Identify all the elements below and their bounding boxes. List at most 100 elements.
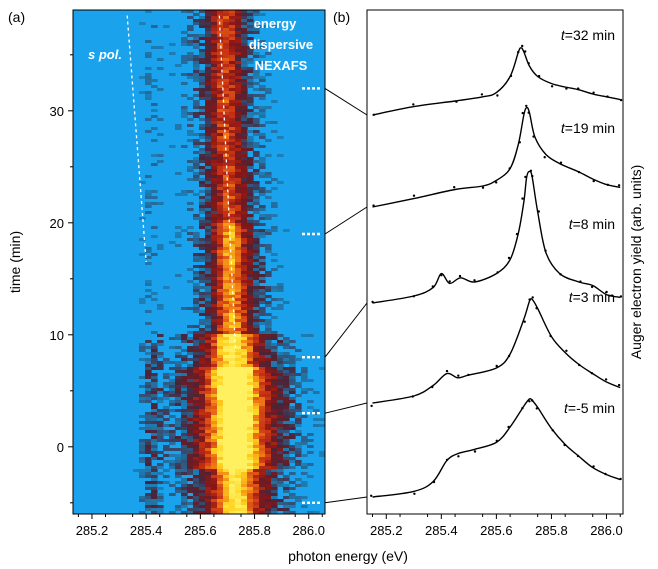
dashed-guides <box>126 15 237 352</box>
spectrum-point <box>480 93 484 96</box>
x-tick-label-a: 286.0 <box>292 523 325 538</box>
spectrum-point <box>551 429 554 432</box>
spectrum-point <box>619 98 623 102</box>
spectrum-point <box>592 91 595 94</box>
spectrum-point <box>515 232 519 236</box>
connector-line <box>324 206 368 235</box>
ticks-a: 285.2 285.4 285.6 285.8 286.0 0 10 20 30 <box>50 54 325 538</box>
spectrum-point <box>521 111 524 115</box>
panel-label-b: (b) <box>333 9 350 25</box>
spectrum-line <box>372 170 621 304</box>
plot-frame-a <box>72 9 326 515</box>
panel-label-a: (a) <box>8 9 25 25</box>
spectrum-point <box>537 210 540 213</box>
x-tick-label-a: 285.4 <box>130 523 163 538</box>
spectrum-point <box>521 197 524 200</box>
spectrum-point <box>531 174 534 178</box>
spectrum-point <box>473 450 477 453</box>
spectrum-point <box>521 44 524 48</box>
spectrum-point <box>549 334 552 338</box>
spectrum-point <box>496 271 499 274</box>
x-tick-label-b: 285.8 <box>535 523 568 538</box>
spectrum-markers <box>302 87 321 504</box>
x-tick-label-a: 285.8 <box>238 523 271 538</box>
panel-a: 285.2 285.4 285.6 285.8 286.0 0 10 20 30 (a) s p… <box>7 9 326 538</box>
x-axis-label: photon energy (eV) <box>288 548 408 564</box>
spectrum-point <box>617 383 621 387</box>
y-axis-label-b: Auger electron yield (arb. units) <box>628 165 644 360</box>
spectrum-point <box>619 295 623 298</box>
spectrum-point <box>496 94 499 97</box>
y-axis-label-a: time (min) <box>7 231 23 293</box>
spectrum-point <box>524 175 527 179</box>
spectrum-point <box>370 404 373 408</box>
spectrum-point <box>431 285 434 288</box>
spectrum-point <box>412 295 415 298</box>
spectrum-point <box>592 179 595 183</box>
spectrum-point <box>412 103 415 106</box>
spectrum-point <box>507 256 511 260</box>
spectrum-point <box>453 186 456 189</box>
spectrum-point <box>543 156 546 159</box>
spectrum-point <box>544 249 547 252</box>
y-tick-label-a: 0 <box>57 440 64 455</box>
spectrum-point <box>467 373 470 377</box>
spectrum-point <box>577 87 580 90</box>
spectrum-point <box>517 50 520 54</box>
spectrum-point <box>523 320 526 323</box>
spectrum-point <box>371 300 374 304</box>
spectrum-point <box>495 364 498 368</box>
x-tick-label-b: 286.0 <box>590 523 623 538</box>
spectrum-line <box>372 106 621 208</box>
spectrum-point <box>448 280 451 283</box>
spectrum-line <box>372 297 621 404</box>
spectrum-point <box>507 425 510 429</box>
spectrum-point <box>606 183 609 186</box>
spectrum-point <box>617 184 621 187</box>
x-tick-label-a: 285.2 <box>76 523 109 538</box>
spectrum-point <box>604 378 608 381</box>
spectrum-point <box>440 274 443 277</box>
spectrum-point <box>411 395 414 398</box>
x-tick-label-a: 285.6 <box>184 523 217 538</box>
spectrum-line <box>372 397 621 498</box>
spectrum-line <box>372 47 621 116</box>
spectrum-point <box>372 113 376 117</box>
spectrum-point <box>565 87 568 90</box>
spectrum-point <box>509 74 513 78</box>
spectrum-point <box>527 111 530 114</box>
spectrum-point <box>528 298 531 301</box>
spectrum-point <box>559 273 562 276</box>
spectrum-point <box>550 85 554 88</box>
spectrum-point <box>413 492 416 495</box>
spectrum-point <box>431 385 434 389</box>
panel-b: 285.2 285.4 285.6 285.8 286.0 t=32 min t=19 m… <box>333 9 644 538</box>
spectrum-point <box>578 363 581 367</box>
spectrum-point <box>576 454 580 458</box>
spectrum-point <box>532 135 535 138</box>
spectrum-point <box>605 290 608 294</box>
spectrum-point <box>445 369 449 373</box>
spectrum-point <box>525 104 528 108</box>
spectrum-point <box>432 480 436 484</box>
spectrum-point <box>590 372 594 375</box>
s-pol-label: s pol. <box>88 47 122 62</box>
connector-line <box>324 402 368 414</box>
dispersive-label: dispersive <box>249 37 313 52</box>
spectrum-point <box>535 407 538 410</box>
spectrum-point <box>535 307 538 310</box>
spectrum-point <box>507 354 511 358</box>
spectrum-point <box>412 194 416 197</box>
spectrum-labels: t=32 min t=19 min t=8 min t=3 min t=-5 min <box>561 27 615 416</box>
spectrum-label: t=8 min <box>569 216 615 232</box>
spectrum-point <box>481 186 485 189</box>
spectra <box>370 44 623 498</box>
nexafs-label: NEXAFS <box>255 58 308 73</box>
spectrum-point <box>592 465 595 468</box>
ticks-b: 285.2 285.4 285.6 285.8 286.0 <box>370 514 623 538</box>
connector-line <box>324 496 368 504</box>
spectrum-label: t=32 min <box>561 27 615 43</box>
spectrum-point <box>537 74 541 78</box>
spectrum-point <box>590 285 594 289</box>
spectrum-point <box>455 100 458 103</box>
